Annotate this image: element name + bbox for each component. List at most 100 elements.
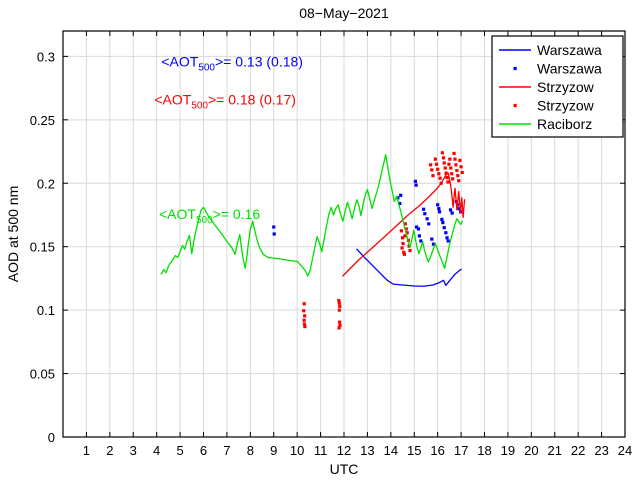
data-point-marker (434, 162, 439, 166)
x-tick-label: 8 (247, 443, 254, 458)
series-raciborz-line (160, 154, 463, 277)
data-point-marker (446, 180, 450, 184)
data-point-marker (302, 322, 307, 326)
series-warszawa-line (356, 248, 462, 287)
data-point-marker (423, 212, 427, 216)
data-point-marker (302, 302, 306, 306)
series-strzyzow-line (342, 172, 466, 277)
x-tick-label: 20 (524, 443, 538, 458)
x-tick-label: 10 (290, 443, 304, 458)
data-point-marker (430, 237, 434, 241)
x-tick-label: 1 (83, 443, 90, 458)
x-tick-label: 21 (548, 443, 562, 458)
legend-item-warszawa-marker[interactable]: Warszawa (513, 61, 603, 77)
data-point-marker (427, 222, 431, 226)
x-tick-label: 16 (430, 443, 444, 458)
data-point-marker (338, 304, 342, 308)
x-tick-label: 7 (223, 443, 230, 458)
data-point-marker (444, 231, 448, 235)
y-tick-label: 0.2 (37, 176, 55, 191)
x-axis-title: UTC (330, 461, 359, 477)
data-point-marker (425, 217, 429, 221)
data-point-marker (437, 172, 441, 176)
data-point-marker (431, 242, 436, 246)
data-point-marker (453, 157, 457, 161)
annotations-layer: <AOT500>= 0.13 (0.18) <AOT 500 >= 0.18 (0.1… (154, 54, 303, 226)
data-point-marker (272, 225, 276, 229)
data-point-marker (442, 226, 446, 230)
x-tick-label: 12 (337, 443, 351, 458)
y-tick-label: 0.15 (30, 240, 55, 255)
data-point-marker (401, 241, 405, 246)
data-point-marker (439, 181, 443, 185)
y-tick-label: 0.1 (37, 303, 55, 318)
data-point-marker (272, 232, 276, 236)
data-point-marker (403, 222, 407, 226)
x-tick-label: 11 (314, 443, 328, 458)
series-line (160, 154, 463, 277)
y-tick-label: 0.05 (30, 367, 55, 382)
data-point-marker (436, 167, 440, 171)
data-point-marker (403, 234, 407, 238)
data-point-marker (337, 301, 341, 305)
legend-item-strzyzow-line[interactable]: Strzyzow (499, 79, 595, 95)
annotation-subscript: 500 (198, 63, 215, 74)
data-point-marker (337, 326, 341, 330)
data-point-marker (431, 174, 435, 178)
annotation-prefix: <AOT (159, 206, 196, 222)
series-strzyzow-marker (302, 151, 464, 330)
annotation-suffix: >= 0.16 (213, 206, 261, 222)
data-point-marker (445, 236, 449, 240)
data-point-marker (430, 168, 434, 172)
data-point-marker (451, 177, 455, 181)
x-tick-label: 2 (106, 443, 113, 458)
data-point-marker (400, 236, 405, 240)
legend-item-raciborz-line[interactable]: Raciborz (499, 116, 592, 132)
x-tick-label: 14 (384, 443, 398, 458)
data-point-marker (337, 308, 341, 312)
data-point-marker (449, 166, 453, 170)
data-point-marker (414, 183, 418, 187)
legend-label: Warszawa (537, 61, 602, 77)
data-point-marker (408, 248, 412, 253)
x-tick-label: 19 (501, 443, 515, 458)
data-point-marker (452, 151, 456, 156)
data-series-layer (160, 151, 466, 330)
x-tick-label: 23 (594, 443, 608, 458)
data-point-marker (446, 239, 450, 243)
data-point-marker (442, 161, 446, 165)
data-point-marker (416, 227, 421, 231)
grid-lines (63, 31, 625, 437)
legend-label: Raciborz (537, 116, 592, 132)
x-tick-label: 13 (360, 443, 374, 458)
legend[interactable]: Warszawa Warszawa Strzyzow Strzyzow Raciborz (491, 35, 624, 138)
legend-label: Warszawa (537, 42, 602, 58)
data-point-marker (436, 203, 440, 207)
x-tick-label: 9 (270, 443, 277, 458)
legend-label: Strzyzow (537, 98, 595, 114)
y-axis-title: AOD at 500 nm (5, 186, 21, 283)
annotation-suffix: >= 0.18 (0.17) (208, 92, 296, 108)
annotation-warszawa-mean: <AOT500>= 0.13 (0.18) (161, 54, 303, 74)
legend-label: Strzyzow (537, 79, 595, 95)
x-tick-label: 5 (176, 443, 183, 458)
data-point-marker (456, 174, 460, 178)
data-point-marker (438, 176, 442, 180)
data-point-marker (455, 168, 459, 173)
data-point-marker (445, 175, 449, 180)
data-point-marker (302, 309, 306, 313)
legend-item-strzyzow-marker[interactable]: Strzyzow (513, 98, 595, 114)
data-point-marker (458, 158, 462, 163)
data-point-marker (337, 320, 342, 324)
data-point-marker (396, 196, 400, 200)
data-point-marker (337, 299, 341, 303)
annotation-prefix: <AOT (154, 92, 191, 108)
series-line (356, 248, 462, 287)
data-point-marker (444, 171, 448, 175)
data-point-marker (413, 179, 418, 183)
legend-item-warszawa-line[interactable]: Warszawa (499, 42, 602, 58)
series-line (342, 172, 466, 277)
legend-marker-swatch (513, 66, 517, 71)
y-tick-label: 0.25 (30, 113, 55, 128)
